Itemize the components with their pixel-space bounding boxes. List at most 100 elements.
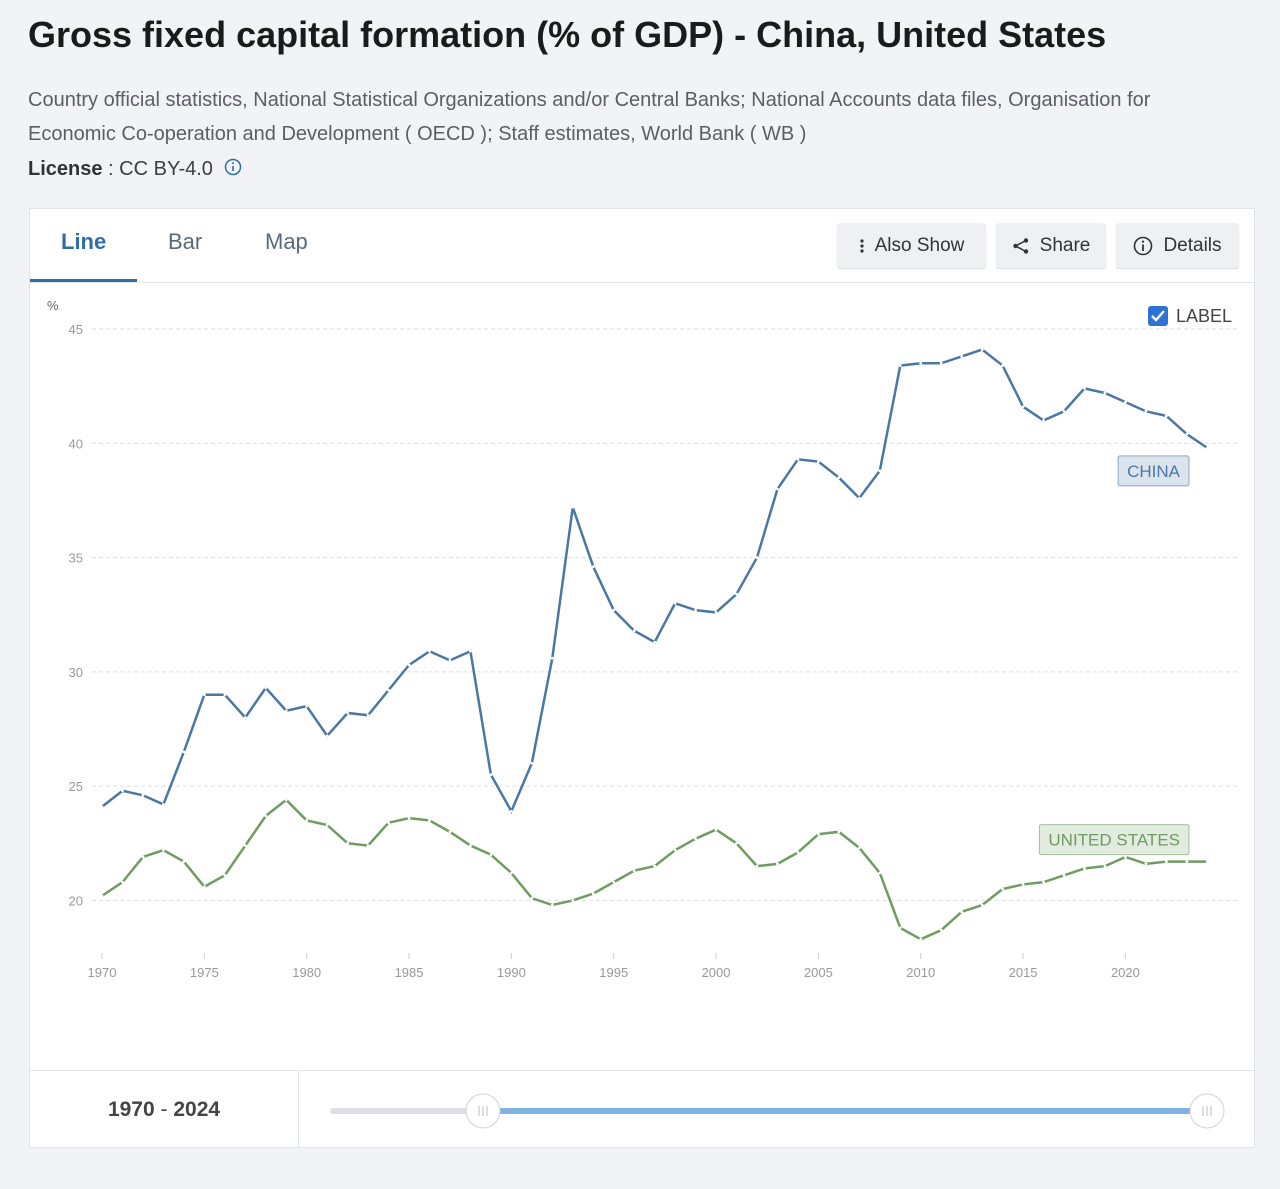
data-point — [1083, 387, 1086, 390]
data-point — [1124, 855, 1127, 859]
data-point — [673, 848, 677, 852]
data-point — [571, 505, 575, 509]
share-button[interactable]: Share — [996, 223, 1106, 268]
series-line — [101, 798, 1208, 941]
data-point — [857, 846, 861, 850]
data-point — [284, 798, 288, 802]
slider-handle[interactable] — [1189, 1093, 1225, 1129]
data-point — [837, 830, 841, 834]
data-point — [755, 556, 759, 559]
data-point — [243, 716, 247, 719]
data-point — [366, 844, 370, 847]
x-tick-label: 1970 — [88, 965, 117, 980]
x-tick-label: 2015 — [1009, 965, 1038, 980]
data-point — [714, 828, 718, 831]
license-text: : CC BY-4.0 — [108, 158, 213, 180]
data-point — [530, 761, 534, 765]
x-tick-label: 1985 — [395, 965, 424, 980]
data-point — [264, 814, 268, 818]
data-point — [796, 457, 800, 461]
data-point — [223, 873, 227, 877]
y-tick-label: 45 — [69, 322, 83, 337]
data-point — [346, 711, 350, 715]
data-point — [898, 926, 902, 930]
data-point — [121, 789, 124, 793]
x-tick-label: 1975 — [190, 965, 219, 980]
data-point — [428, 819, 431, 822]
data-point — [1103, 864, 1107, 868]
tab-line[interactable]: Line — [61, 229, 107, 254]
data-point — [816, 460, 820, 463]
x-tick-label: 1990 — [497, 965, 526, 980]
data-point — [1185, 860, 1189, 863]
subtitle: Country official statistics, National St… — [28, 89, 1151, 145]
button-label: Share — [1039, 234, 1091, 256]
data-point — [284, 709, 288, 713]
data-point — [735, 841, 738, 845]
data-point — [1021, 405, 1025, 409]
data-point — [632, 629, 636, 633]
series-label-text: CHINA — [1127, 462, 1181, 481]
also-show-button[interactable]: Also Show — [837, 223, 986, 268]
data-point — [509, 809, 513, 813]
y-tick-label: 35 — [69, 551, 83, 566]
x-tick-label: 2005 — [804, 965, 833, 980]
data-point — [407, 663, 411, 667]
data-point — [837, 476, 841, 479]
data-point — [448, 830, 452, 834]
range-divider — [30, 1070, 1254, 1071]
icon — [860, 238, 864, 253]
data-point — [960, 910, 964, 914]
data-point — [448, 659, 452, 662]
data-point — [980, 348, 984, 351]
data-point — [1042, 419, 1045, 422]
x-tick-label: 2010 — [906, 965, 935, 980]
range-separator — [298, 1071, 299, 1147]
data-point — [387, 688, 390, 692]
y-tick-label: 40 — [69, 436, 83, 451]
license: License : CC BY-4.0 — [28, 158, 242, 181]
details-button[interactable]: Details — [1116, 223, 1239, 268]
data-point — [1144, 409, 1148, 413]
data-point — [1205, 860, 1209, 863]
data-point — [612, 608, 616, 612]
data-point — [182, 750, 186, 754]
range-label: 1970 - 2024 — [30, 1098, 298, 1122]
data-point — [1205, 446, 1209, 450]
data-point — [939, 361, 943, 365]
data-point — [591, 892, 595, 895]
data-point — [530, 896, 534, 900]
data-point — [776, 487, 779, 491]
x-tick-label: 2000 — [702, 965, 731, 980]
series-label-box — [1117, 455, 1190, 487]
chart-card: Line Bar Map Also Show Share Details % 20… — [29, 208, 1255, 1148]
tab-map[interactable]: Map — [265, 229, 308, 254]
data-point — [919, 361, 923, 365]
data-point — [550, 903, 554, 907]
range-slider[interactable] — [320, 1089, 1240, 1133]
data-point — [571, 899, 575, 902]
slider-handle[interactable] — [465, 1093, 501, 1129]
data-point — [816, 832, 820, 836]
info-icon[interactable] — [224, 158, 242, 176]
slider-selection — [483, 1108, 1207, 1114]
data-point — [202, 885, 206, 889]
data-point — [653, 640, 657, 644]
data-point — [325, 734, 329, 738]
data-point — [755, 864, 759, 868]
data-point — [653, 864, 657, 868]
data-point — [489, 853, 493, 857]
data-point — [1185, 432, 1189, 436]
data-point — [1164, 414, 1168, 418]
label-checkbox-text: LABEL — [1176, 306, 1232, 326]
data-point — [1001, 887, 1005, 891]
data-point — [919, 937, 923, 941]
y-unit: % — [47, 298, 59, 313]
data-point — [898, 364, 902, 367]
range-start: 1970 — [107, 1098, 155, 1121]
button-label: Also Show — [874, 234, 965, 256]
tab-bar[interactable]: Bar — [168, 229, 203, 254]
data-point — [489, 773, 493, 777]
data-point — [1144, 862, 1148, 866]
series-label: UNITED STATES — [1038, 824, 1190, 856]
